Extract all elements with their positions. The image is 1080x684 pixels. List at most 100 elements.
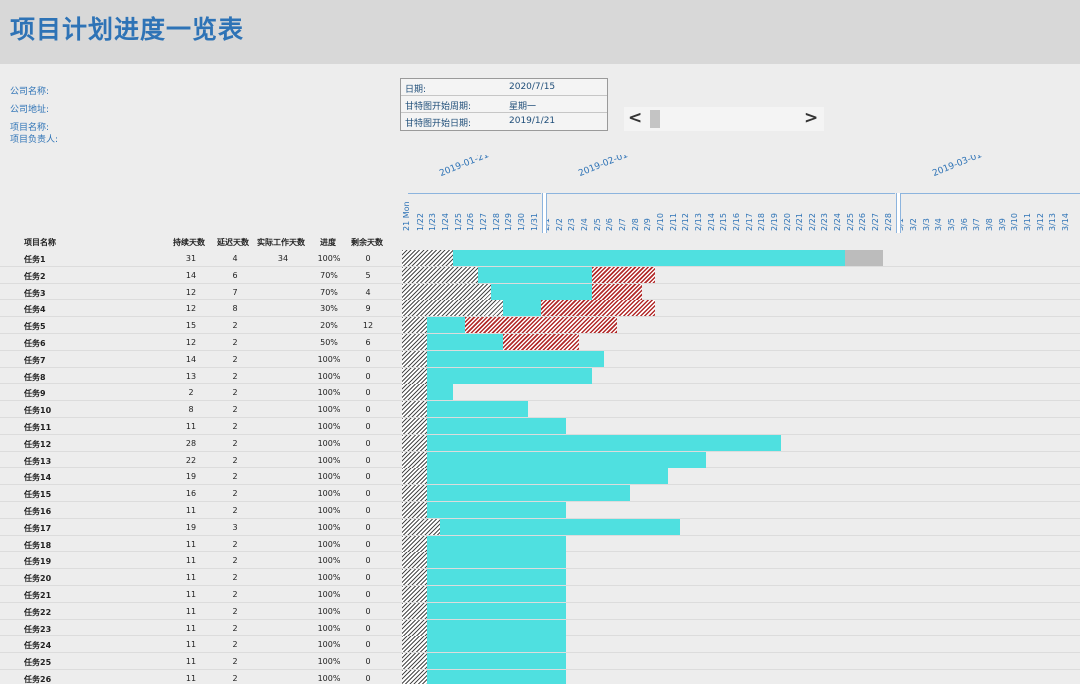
cell-name: 任务18 xyxy=(24,540,52,550)
page-title: 项目计划进度一览表 xyxy=(10,15,245,44)
table-row[interactable]: 任务15 16 2 100% 0 xyxy=(0,485,400,502)
cell-delay: 2 xyxy=(232,338,238,347)
cell-delay: 2 xyxy=(232,388,238,398)
gantt-bar-late xyxy=(541,300,655,317)
cell-remaining: 0 xyxy=(365,489,371,499)
cell-duration: 14 xyxy=(185,354,197,364)
table-row[interactable]: 任务20 11 2 100% 0 xyxy=(0,569,400,586)
day-tick: 1/31 xyxy=(529,213,539,231)
cell-name: 任务20 xyxy=(24,574,52,584)
table-row[interactable]: 任务22 11 2 100% 0 xyxy=(0,603,400,620)
table-row[interactable]: 任务6 12 2 50% 6 xyxy=(0,334,400,351)
week-label: 2019-03-01 xyxy=(931,155,984,179)
day-tick: 2/16 xyxy=(731,213,741,231)
gantt-week-value[interactable]: 星期一 xyxy=(509,102,537,112)
gantt-row xyxy=(400,502,1080,519)
table-row[interactable]: 任务7 14 2 100% 0 xyxy=(0,351,400,368)
gantt-bar-hatch xyxy=(402,367,428,384)
table-row[interactable]: 任务11 11 2 100% 0 xyxy=(0,418,400,435)
gantt-bar-late xyxy=(503,334,580,350)
table-row[interactable]: 任务19 11 2 100% 0 xyxy=(0,552,400,570)
cell-duration: 31 xyxy=(185,254,197,263)
day-tick: 2/14 xyxy=(706,213,716,231)
table-row[interactable]: 任务10 8 2 100% 0 xyxy=(0,401,400,418)
cell-remaining: 0 xyxy=(365,657,371,667)
cell-name: 任务12 xyxy=(24,439,52,449)
cell-name: 任务15 xyxy=(24,490,52,500)
gantt-bar-hatch xyxy=(402,350,428,367)
table-row[interactable]: 任务3 12 7 70% 4 xyxy=(0,284,400,301)
cell-duration: 11 xyxy=(185,556,197,566)
gantt-bar-done xyxy=(427,350,605,367)
table-row[interactable]: 任务8 13 2 100% 0 xyxy=(0,368,400,385)
cell-remaining: 0 xyxy=(365,422,371,431)
gantt-bar-late xyxy=(591,283,643,300)
gantt-row xyxy=(400,670,1080,684)
cell-progress: 20% xyxy=(320,321,338,331)
scroll-thumb[interactable] xyxy=(650,110,660,128)
gantt-bar-hatch xyxy=(402,384,428,401)
cell-duration: 13 xyxy=(185,371,197,381)
table-row[interactable]: 任务18 11 2 100% 0 xyxy=(0,536,400,553)
cell-duration: 11 xyxy=(185,640,197,650)
table-row[interactable]: 任务1 31 4 34 100% 0 xyxy=(0,250,400,267)
cell-name: 任务24 xyxy=(24,641,52,651)
gantt-row xyxy=(400,451,1080,469)
cell-name: 任务11 xyxy=(24,423,52,432)
table-row[interactable]: 任务16 11 2 100% 0 xyxy=(0,502,400,519)
scroll-right-icon[interactable]: > xyxy=(804,108,819,128)
day-tick: 2/9 xyxy=(643,218,653,231)
gantt-bar-done xyxy=(427,670,567,684)
cell-duration: 12 xyxy=(185,304,197,314)
cell-remaining: 0 xyxy=(365,388,371,398)
company-address-label: 公司地址: xyxy=(10,105,50,115)
date-value[interactable]: 2020/7/15 xyxy=(509,82,556,92)
day-tick: 3/14 xyxy=(1060,213,1070,231)
gantt-bar-done xyxy=(427,569,567,586)
day-tick: 2/23 xyxy=(820,213,830,231)
gantt-bar-done xyxy=(427,619,567,636)
week-label: 2019-02-01 xyxy=(577,155,630,179)
gantt-bar-done xyxy=(427,468,668,485)
table-row[interactable]: 任务23 11 2 100% 0 xyxy=(0,620,400,637)
cell-duration: 11 xyxy=(185,506,197,515)
table-row[interactable]: 任务25 11 2 100% 0 xyxy=(0,653,400,670)
cell-name: 任务7 xyxy=(24,355,46,365)
cell-progress: 100% xyxy=(317,657,341,667)
week-label: 2019-01-21 xyxy=(438,155,491,179)
day-tick: 2/12 xyxy=(681,213,691,231)
table-row[interactable]: 任务5 15 2 20% 12 xyxy=(0,317,400,334)
gantt-bar-hatch xyxy=(402,250,453,266)
gantt-bar-hatch xyxy=(402,434,428,451)
cell-duration: 14 xyxy=(185,270,197,280)
scroll-left-icon[interactable]: < xyxy=(628,108,643,128)
cell-remaining: 5 xyxy=(365,270,371,280)
table-row[interactable]: 任务14 19 2 100% 0 xyxy=(0,468,400,486)
gantt-start-value[interactable]: 2019/1/21 xyxy=(509,116,556,126)
cell-remaining: 4 xyxy=(365,287,371,297)
cell-delay: 8 xyxy=(232,304,238,314)
day-tick: 1/25 xyxy=(453,213,463,231)
cell-remaining: 0 xyxy=(365,455,371,465)
cell-duration: 12 xyxy=(185,287,197,297)
table-row[interactable]: 任务4 12 8 30% 9 xyxy=(0,300,400,318)
table-row[interactable]: 任务26 11 2 100% 0 xyxy=(0,670,400,684)
gantt-row xyxy=(400,283,1080,301)
table-row[interactable]: 任务2 14 6 70% 5 xyxy=(0,267,400,284)
cell-progress: 100% xyxy=(317,254,341,263)
gantt-bar-done xyxy=(427,317,466,334)
table-row[interactable]: 任务21 11 2 100% 0 xyxy=(0,586,400,603)
gantt-bar-hatch xyxy=(402,283,491,300)
gantt-bar-done xyxy=(427,586,567,602)
gantt-bar-hatch xyxy=(402,569,428,586)
cell-name: 任务21 xyxy=(24,591,52,600)
cell-name: 任务19 xyxy=(24,557,52,567)
timeline-scrollbar[interactable]: < > xyxy=(624,107,824,131)
gantt-row xyxy=(400,384,1080,402)
table-row[interactable]: 任务13 22 2 100% 0 xyxy=(0,452,400,469)
table-row[interactable]: 任务24 11 2 100% 0 xyxy=(0,636,400,654)
cell-name: 任务13 xyxy=(24,456,52,466)
table-row[interactable]: 任务12 28 2 100% 0 xyxy=(0,435,400,452)
table-row[interactable]: 任务17 19 3 100% 0 xyxy=(0,519,400,536)
table-row[interactable]: 任务9 2 2 100% 0 xyxy=(0,384,400,402)
